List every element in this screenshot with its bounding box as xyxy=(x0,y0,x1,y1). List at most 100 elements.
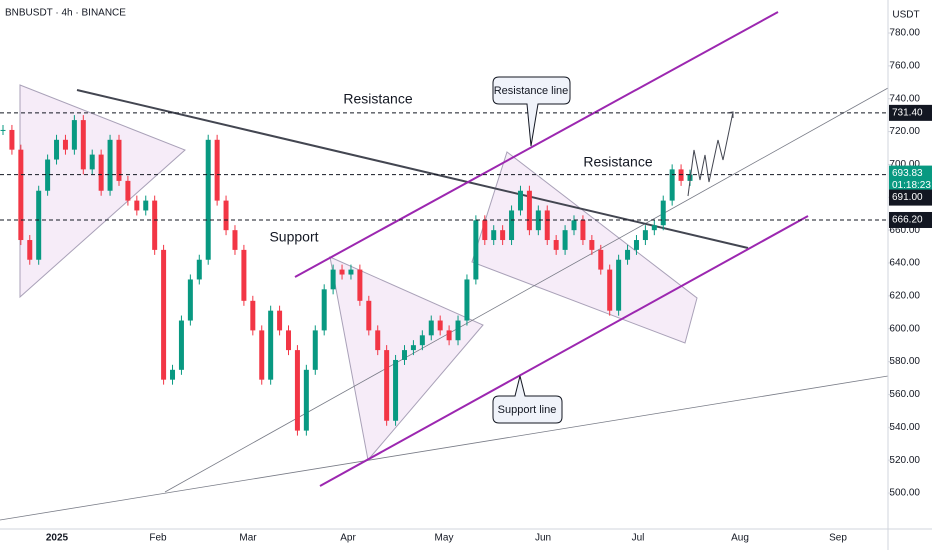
candle-body xyxy=(419,335,425,346)
candle-body xyxy=(0,129,6,131)
candle-body xyxy=(437,320,443,331)
candle-body xyxy=(232,230,238,250)
candle-body xyxy=(321,289,327,331)
price-level-tag xyxy=(889,211,932,228)
candle-body xyxy=(598,249,604,270)
candle-body xyxy=(187,279,193,321)
candle-body xyxy=(294,350,300,431)
candle-body xyxy=(339,269,345,275)
candle-body xyxy=(651,225,657,231)
y-tick-label: 700.00 xyxy=(889,159,920,170)
candle-body xyxy=(36,190,42,260)
candle-body xyxy=(259,330,265,380)
callout-box xyxy=(492,375,563,424)
candle-body xyxy=(616,259,622,311)
candle-body xyxy=(250,300,256,331)
candle-body xyxy=(152,200,158,250)
candle-body xyxy=(491,230,497,241)
candle-body xyxy=(678,169,684,181)
candle-body xyxy=(366,300,372,331)
candle-body xyxy=(348,269,354,275)
candle-body xyxy=(526,190,532,231)
y-tick-label: 660.00 xyxy=(889,225,920,236)
y-tick-label: 620.00 xyxy=(889,291,920,302)
candle-body xyxy=(286,330,292,351)
y-tick-label: 740.00 xyxy=(889,93,920,104)
candle-body xyxy=(303,369,309,431)
candle-body xyxy=(410,345,416,351)
callout-text: Resistance line xyxy=(494,85,569,97)
price-level-label: 666.20 xyxy=(892,215,923,226)
x-tick-label: Feb xyxy=(149,533,167,544)
candle-body xyxy=(625,249,631,260)
y-tick-label: 720.00 xyxy=(889,126,920,137)
candle-body xyxy=(446,330,452,341)
candle-body xyxy=(27,240,33,260)
currency-label: USDT xyxy=(892,10,919,21)
candle-body xyxy=(214,139,220,201)
candle-body xyxy=(473,220,479,280)
candle-body xyxy=(669,169,675,201)
annotation: Resistance xyxy=(343,91,412,107)
candle-body xyxy=(125,180,131,201)
candle-body xyxy=(580,220,586,241)
y-tick-label: 540.00 xyxy=(889,422,920,433)
candle-body xyxy=(178,320,184,370)
y-tick-label: 640.00 xyxy=(889,258,920,269)
candle-body xyxy=(562,230,568,250)
candle-body xyxy=(544,210,550,241)
x-tick-label: Jul xyxy=(632,533,645,544)
candle-body xyxy=(98,154,104,191)
candle-body xyxy=(509,210,515,241)
candle-body xyxy=(357,269,363,301)
candle-body xyxy=(268,310,274,380)
annotation: Support xyxy=(269,229,318,245)
candle-body xyxy=(45,159,51,191)
candle-body xyxy=(464,279,470,321)
y-tick-label: 600.00 xyxy=(889,323,920,334)
candle-body xyxy=(375,330,381,351)
candle-body xyxy=(107,139,113,191)
projection-path xyxy=(687,111,734,197)
trend-line xyxy=(0,375,889,521)
trend-line xyxy=(164,87,889,493)
x-tick-label: Mar xyxy=(239,533,257,544)
candle-body xyxy=(277,310,283,331)
candle-body xyxy=(205,139,211,260)
y-tick-label: 780.00 xyxy=(889,28,920,39)
y-tick-label: 560.00 xyxy=(889,389,920,400)
candle-body xyxy=(223,200,229,231)
chart-title: BNBUSDT · 4h · BINANCE xyxy=(5,8,126,19)
x-tick-label: May xyxy=(435,533,454,544)
candle-body xyxy=(428,320,434,336)
y-tick-label: 500.00 xyxy=(889,488,920,499)
candle-body xyxy=(607,269,613,311)
candle-body xyxy=(401,350,407,360)
candle-body xyxy=(54,139,60,160)
callout-box xyxy=(492,76,571,147)
candle-body xyxy=(9,129,15,150)
countdown-label: 01:18:23 xyxy=(892,180,931,191)
candle-body xyxy=(161,249,167,380)
price-level-label: 731.40 xyxy=(892,108,923,119)
candle-body xyxy=(589,240,595,250)
candle-body xyxy=(633,240,639,250)
candle-body xyxy=(535,210,541,231)
annotation: Resistance xyxy=(583,154,652,170)
candle-body xyxy=(143,200,149,211)
channel-lower xyxy=(319,215,809,487)
x-tick-label: Jun xyxy=(535,533,551,544)
callout-text: Support line xyxy=(498,404,557,416)
candle-body xyxy=(330,269,336,290)
candle-body xyxy=(312,330,318,370)
y-tick-label: 760.00 xyxy=(889,61,920,72)
candle-body xyxy=(170,369,176,380)
x-tick-label: 2025 xyxy=(46,533,69,544)
resistance-line xyxy=(76,89,749,249)
candle-body xyxy=(196,259,202,280)
candle-body xyxy=(482,220,488,241)
candle-body xyxy=(80,120,86,170)
x-tick-label: Aug xyxy=(731,533,749,544)
candle-body xyxy=(571,220,577,231)
